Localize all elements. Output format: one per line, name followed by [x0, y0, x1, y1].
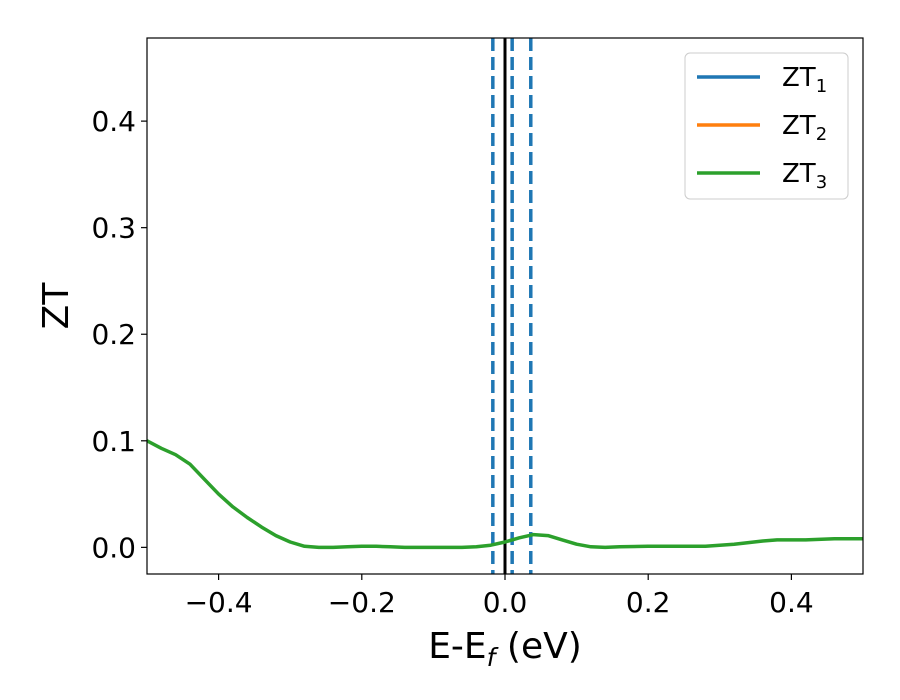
- series-lines: [147, 439, 863, 550]
- x-axis-label-suffix: (eV): [495, 626, 581, 667]
- y-tick-label: 0.2: [91, 318, 136, 351]
- y-axis-ticks: 0.0 0.1 0.2 0.3 0.4: [91, 105, 147, 564]
- y-axis-label: ZT: [36, 282, 77, 330]
- x-axis-ticks: −0.4 −0.2 0.0 0.2 0.4: [185, 574, 814, 619]
- x-tick-label: 0.4: [769, 586, 814, 619]
- x-tick-label: −0.4: [185, 586, 253, 619]
- series-line-3: [147, 439, 863, 550]
- legend-entries: ZT1 ZT2 ZT3: [697, 63, 827, 193]
- legend-label-2: ZT2: [782, 111, 827, 145]
- legend-label-3: ZT3: [782, 159, 827, 193]
- y-tick-label: 0.3: [91, 212, 136, 245]
- legend-frame: [684, 52, 849, 200]
- x-tick-label: 0.0: [483, 586, 528, 619]
- legend-label-1: ZT1: [782, 63, 827, 97]
- y-tick-label: 0.0: [91, 531, 136, 564]
- y-tick-label: 0.1: [91, 425, 136, 458]
- x-axis-label-base: E-E: [428, 626, 486, 667]
- x-tick-label: −0.2: [328, 586, 396, 619]
- y-tick-label: 0.4: [91, 105, 136, 138]
- vertical-reference-lines: [491, 38, 533, 574]
- x-tick-label: 0.2: [626, 586, 671, 619]
- legend: ZT1 ZT2 ZT3: [684, 52, 849, 200]
- x-axis-label: E-Ef (eV): [428, 626, 582, 672]
